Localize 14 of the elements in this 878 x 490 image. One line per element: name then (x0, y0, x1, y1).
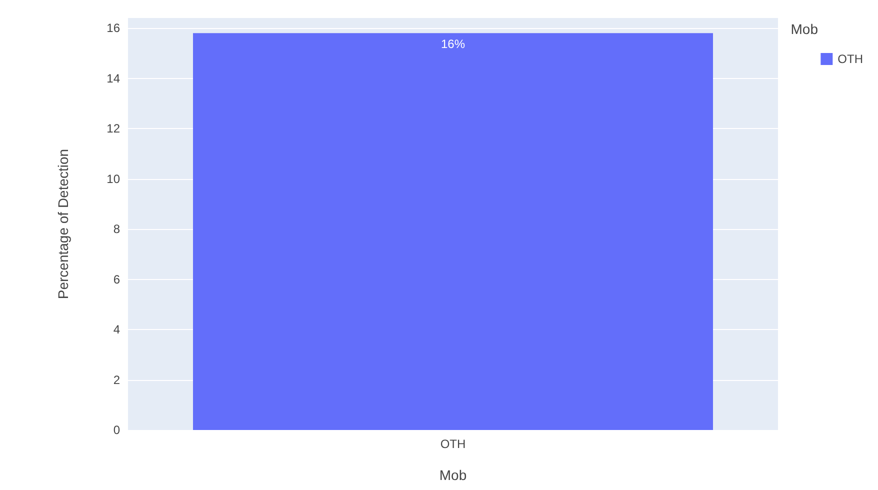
legend-title: Mob (790, 21, 818, 37)
legend-label: OTH (838, 52, 864, 66)
y-tick-label: 8 (113, 222, 120, 236)
x-axis-title: Mob (439, 467, 467, 483)
y-tick-label: 16 (106, 21, 120, 36)
y-axis-title: Percentage of Detection (55, 148, 71, 300)
y-tick-label: 12 (106, 122, 120, 136)
data-label: 16% (440, 37, 466, 52)
y-tick-label: 10 (106, 172, 120, 186)
y-tick-label: 4 (113, 322, 120, 337)
y-tick-label: 14 (106, 71, 120, 86)
y-tick-label: 6 (113, 272, 120, 286)
y-tick-label: 2 (113, 372, 120, 387)
y-tick-label: 0 (113, 423, 120, 437)
